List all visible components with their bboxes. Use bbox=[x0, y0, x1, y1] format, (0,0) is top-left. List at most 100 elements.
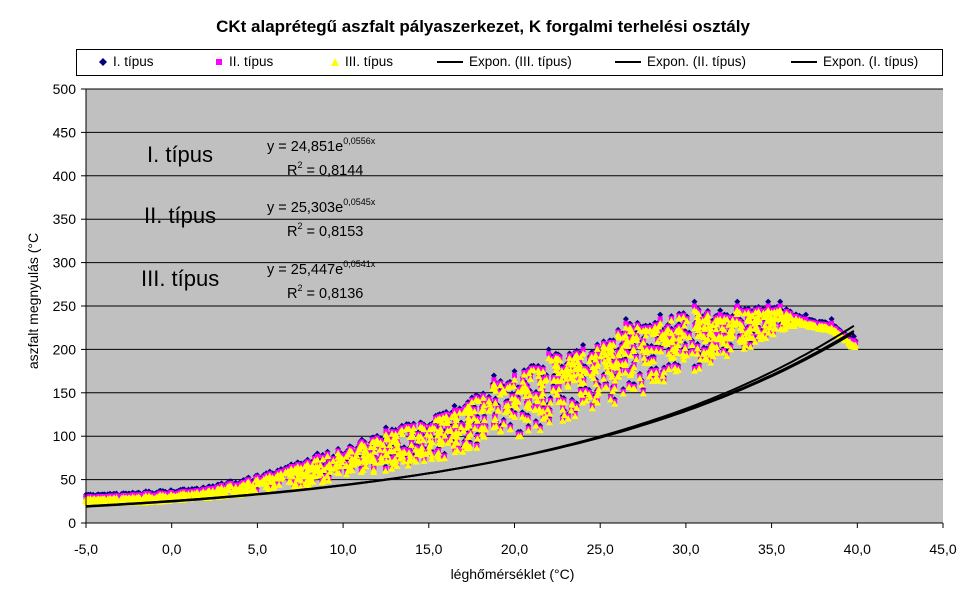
data-point-type3 bbox=[447, 426, 455, 433]
data-point-type3 bbox=[323, 463, 331, 471]
data-point-type3 bbox=[269, 474, 277, 481]
data-point-type3 bbox=[192, 489, 200, 497]
data-point-type3 bbox=[681, 344, 689, 352]
data-point-type3 bbox=[585, 390, 593, 398]
data-point-type3 bbox=[464, 433, 472, 440]
data-point-type3 bbox=[553, 363, 561, 371]
data-point-type3 bbox=[632, 333, 640, 340]
data-point-type3 bbox=[615, 373, 623, 380]
data-point-type3 bbox=[740, 345, 748, 352]
data-point-type3 bbox=[712, 317, 720, 324]
data-point-type3 bbox=[646, 372, 654, 380]
data-point-type3 bbox=[769, 330, 777, 338]
data-point-type3 bbox=[134, 496, 142, 504]
data-point-type3 bbox=[589, 369, 597, 377]
legend-label: II. típus bbox=[229, 54, 274, 69]
data-point-type3 bbox=[671, 347, 679, 354]
data-point-type3 bbox=[647, 347, 655, 354]
data-point-type3 bbox=[755, 307, 763, 315]
data-point-type3 bbox=[679, 350, 687, 357]
data-point-type3 bbox=[492, 387, 500, 394]
data-point-type3 bbox=[302, 479, 310, 486]
data-point-type3 bbox=[511, 394, 519, 402]
data-point-type3 bbox=[750, 320, 758, 327]
data-point-type3 bbox=[426, 441, 434, 448]
data-point-type3 bbox=[672, 367, 680, 375]
data-point-type3 bbox=[587, 353, 595, 361]
data-point-type3 bbox=[417, 423, 425, 430]
data-point-type3 bbox=[539, 414, 547, 422]
data-point-type3 bbox=[688, 341, 696, 349]
data-point-type3 bbox=[263, 475, 271, 482]
data-point-type3 bbox=[291, 465, 299, 472]
data-point-type3 bbox=[549, 386, 557, 393]
data-point-type3 bbox=[408, 427, 416, 435]
data-point-type3 bbox=[481, 423, 489, 431]
data-point-type3 bbox=[436, 455, 444, 462]
data-point-type3 bbox=[576, 364, 584, 371]
legend: I. típus II. típus III. típus Expon. (II… bbox=[76, 49, 943, 76]
data-point-type3 bbox=[533, 396, 541, 403]
data-point-type3 bbox=[629, 385, 637, 392]
data-point-type3 bbox=[553, 360, 561, 367]
data-point-type3 bbox=[555, 385, 563, 393]
data-point-type3 bbox=[379, 441, 387, 448]
data-point-type3 bbox=[765, 329, 773, 336]
data-point-type3 bbox=[777, 325, 785, 332]
data-point-type3 bbox=[269, 484, 277, 491]
data-point-type3 bbox=[393, 432, 401, 440]
data-point-type2 bbox=[829, 320, 835, 326]
data-point-type3 bbox=[639, 389, 647, 397]
data-point-type3 bbox=[359, 457, 367, 464]
data-point-type3 bbox=[785, 320, 793, 328]
annotation-label-type2: II. típus bbox=[144, 203, 217, 228]
data-point-type3 bbox=[703, 356, 711, 363]
data-point-type3 bbox=[619, 390, 627, 397]
legend-item-expon1: Expon. (I. típus) bbox=[791, 54, 918, 69]
data-point-type3 bbox=[96, 495, 104, 503]
trendline-swatch-icon bbox=[615, 60, 641, 63]
data-point-type3 bbox=[539, 398, 547, 406]
data-point-type3 bbox=[566, 371, 574, 378]
data-point-type3 bbox=[376, 458, 384, 466]
data-point-type3 bbox=[391, 461, 399, 468]
data-point-type3 bbox=[545, 418, 553, 426]
data-point-type3 bbox=[376, 446, 384, 453]
data-point-type1 bbox=[451, 402, 458, 409]
data-point-type3 bbox=[511, 413, 519, 420]
y-tick-label: 450 bbox=[53, 124, 77, 140]
data-point-type3 bbox=[373, 436, 381, 444]
data-point-type3 bbox=[319, 455, 327, 463]
data-point-type3 bbox=[504, 401, 512, 409]
data-point-type2 bbox=[580, 346, 586, 352]
data-point-type3 bbox=[704, 318, 712, 326]
data-point-type3 bbox=[113, 496, 121, 503]
data-point-type3 bbox=[390, 447, 398, 455]
data-point-type3 bbox=[693, 308, 701, 315]
data-point-type3 bbox=[615, 351, 623, 359]
data-point-type3 bbox=[477, 425, 485, 433]
data-point-type3 bbox=[776, 315, 784, 322]
data-point-type2 bbox=[777, 303, 783, 309]
data-point-type3 bbox=[744, 309, 752, 316]
data-point-type3 bbox=[506, 425, 514, 432]
data-point-type3 bbox=[329, 457, 337, 464]
r2-superscript: 2 bbox=[297, 283, 303, 293]
data-point-type3 bbox=[539, 407, 547, 415]
data-point-type3 bbox=[736, 336, 744, 343]
data-point-type3 bbox=[712, 325, 720, 333]
data-point-type3 bbox=[319, 466, 327, 473]
data-point-type3 bbox=[759, 309, 767, 317]
data-point-type3 bbox=[761, 321, 769, 329]
data-point-type2 bbox=[546, 351, 552, 357]
data-point-type3 bbox=[388, 465, 396, 472]
data-point-type3 bbox=[377, 453, 385, 461]
data-point-type3 bbox=[496, 390, 504, 398]
data-point-type3 bbox=[403, 424, 411, 432]
data-point-type3 bbox=[553, 377, 561, 384]
data-point-type3 bbox=[370, 448, 378, 455]
data-point-type3 bbox=[602, 360, 610, 367]
data-point-type3 bbox=[500, 420, 508, 428]
data-point-type3 bbox=[343, 470, 351, 478]
data-point-type3 bbox=[688, 349, 696, 357]
